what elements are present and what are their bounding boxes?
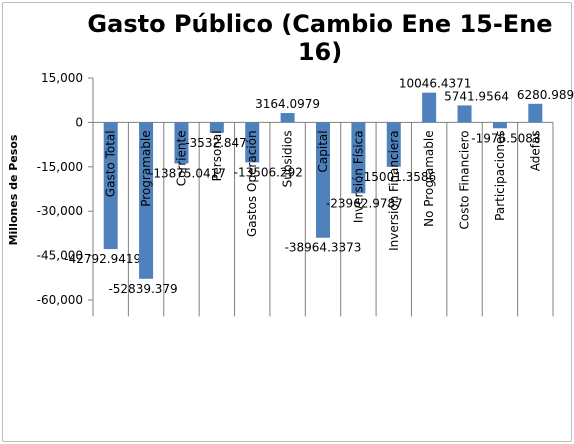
bar [492,122,507,129]
data-label: -38964.3373 [285,241,362,255]
category-label: Corriente [174,130,188,186]
category-label: Gasto Total [104,130,118,197]
chart-title-line-2: 16) [298,38,342,66]
category-label: Gastos Operación [245,130,259,237]
data-label: -13506.292 [234,165,303,179]
y-axis-label: Millones de Pesos [7,134,20,245]
data-label: 5741.9564 [444,89,509,103]
data-label: 6280.9891 [517,88,574,102]
category-label: Capital [316,130,330,172]
category-label: No Programable [422,130,436,226]
data-label: -1976.5083 [471,131,540,145]
bar [422,92,437,123]
bar [209,122,224,133]
category-label: Programable [139,130,153,206]
y-tick-label: -15,000 [37,160,83,174]
category-label: Costo Financiero [458,130,472,229]
data-label: -15001.3586 [359,170,436,184]
bar [280,113,295,123]
y-tick-label: -45,000 [37,249,83,263]
y-tick-label: 15,000 [41,71,83,85]
category-label: Inversión Física [351,130,365,223]
data-label: -23962.9787 [326,196,403,210]
category-label: Inversión Financiera [387,130,401,250]
bar [103,122,118,250]
chart-title-line-1: Gasto Público (Cambio Ene 15-Ene [87,10,552,38]
bar [245,122,260,163]
bar [351,122,366,194]
data-label: -42792.9419 [64,252,141,266]
data-label: 10046.4371 [399,77,472,91]
category-label: Subsidios [281,130,295,187]
plot-area: 15,000 0 -15,000 -30,000 -45,000 -60,000 -4279… [37,71,574,317]
data-label: -52839.379 [108,282,177,296]
category-label: Adefas [528,130,542,171]
category-label: Participaciones [493,130,507,220]
bar [139,122,154,279]
data-label: -13875.0417 [149,166,226,180]
y-tick-label: -60,000 [37,293,83,307]
y-tick-label: -30,000 [37,204,83,218]
bar [457,105,472,123]
bar [316,122,330,238]
bar [386,122,401,167]
y-tick-label: 0 [75,115,83,129]
data-label: -3532.8475 [185,136,254,150]
bar [528,103,543,123]
bar [174,122,189,164]
data-label: 3164.0979 [255,97,320,111]
category-label: Personal [210,130,224,181]
